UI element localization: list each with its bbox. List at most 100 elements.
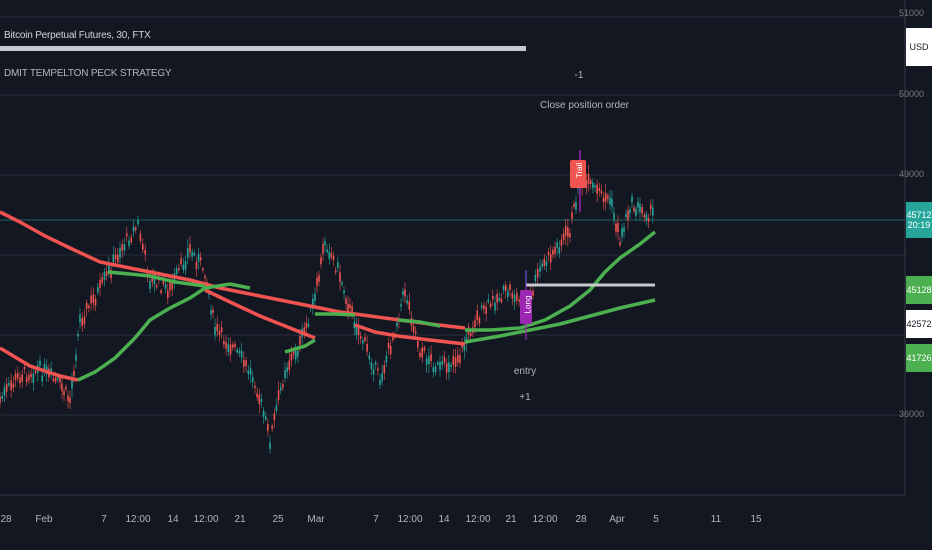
candle-body xyxy=(238,350,241,354)
candle-body xyxy=(623,227,625,232)
candle-body xyxy=(562,233,565,240)
candle-body xyxy=(554,246,556,254)
candle-body xyxy=(573,203,575,207)
level-value-tag: 42572 xyxy=(906,310,932,338)
candle-body xyxy=(627,210,629,221)
time-tick: 15 xyxy=(750,514,762,525)
candle-body xyxy=(88,305,90,309)
green-moving-average xyxy=(77,282,251,382)
candle-body xyxy=(647,217,650,222)
candle-body xyxy=(571,212,573,219)
candle-body xyxy=(541,263,543,267)
candle-body xyxy=(345,298,347,305)
green-moving-average-slow xyxy=(464,298,656,344)
candle-body xyxy=(195,261,198,269)
candle-body xyxy=(536,268,539,278)
candle-body xyxy=(513,294,516,302)
candle-body xyxy=(441,361,444,365)
candle-body xyxy=(267,423,269,431)
candle-body xyxy=(197,253,200,262)
candle-body xyxy=(353,322,356,329)
candle-body xyxy=(137,220,139,225)
candle-body xyxy=(218,330,221,335)
time-tick: 12:00 xyxy=(465,514,491,525)
candle-body xyxy=(284,370,286,379)
price-tick: 51000 xyxy=(898,8,924,18)
candle-body xyxy=(607,195,609,199)
candle-body xyxy=(635,209,637,217)
candle-body xyxy=(621,228,623,237)
time-tick: 12:00 xyxy=(532,514,558,525)
candle-body xyxy=(489,303,492,308)
candle-body xyxy=(602,197,605,203)
candle-body xyxy=(204,275,206,279)
candle-body xyxy=(25,377,28,383)
candle-body xyxy=(216,323,219,332)
candle-body xyxy=(28,374,30,381)
time-tick: 28 xyxy=(0,514,12,525)
last-price-value: 45712 xyxy=(906,210,932,220)
candle-body xyxy=(39,360,41,366)
last-price-countdown: 20:19 xyxy=(907,220,931,230)
candle-body xyxy=(322,243,324,254)
candle-body xyxy=(598,188,601,191)
trail-label: Trail xyxy=(575,162,585,179)
candle-body xyxy=(518,299,520,302)
candle-body xyxy=(569,233,571,238)
candle-body xyxy=(202,268,204,271)
candle-body xyxy=(71,379,73,389)
entry-label: entry xyxy=(513,366,537,377)
candle-body xyxy=(83,316,86,324)
candle-body xyxy=(339,272,341,282)
candle-body xyxy=(439,361,441,370)
candle-body xyxy=(75,354,77,361)
candle-body xyxy=(182,264,185,271)
time-tick: 21 xyxy=(234,514,246,525)
candle-body xyxy=(456,354,459,363)
candle-body xyxy=(119,248,121,258)
candle-body xyxy=(430,353,432,362)
candle-body xyxy=(273,413,276,421)
candle-body xyxy=(116,254,119,263)
candle-body xyxy=(227,344,230,353)
candle-body xyxy=(631,196,633,203)
candle-body xyxy=(609,197,611,205)
candle-body xyxy=(463,342,466,351)
candle-body xyxy=(474,320,476,328)
candle-body xyxy=(212,309,214,313)
candle-body xyxy=(461,344,463,348)
time-tick: 25 xyxy=(272,514,284,525)
green-moving-average-short xyxy=(107,270,206,288)
candle-body xyxy=(34,370,37,373)
candle-body xyxy=(260,399,263,403)
candle-body xyxy=(392,337,394,340)
candle-body xyxy=(258,394,261,405)
candle-body xyxy=(189,244,191,253)
candle-body xyxy=(249,367,252,375)
candle-body xyxy=(155,285,158,288)
candle-body xyxy=(504,284,507,291)
candle-body xyxy=(357,325,360,336)
candle-body xyxy=(476,310,479,320)
candle-body xyxy=(210,310,212,315)
candle-body xyxy=(144,250,146,255)
candle-body xyxy=(21,374,24,382)
candle-body xyxy=(134,227,137,230)
candle-body xyxy=(328,251,331,260)
candle-body xyxy=(560,239,563,246)
time-tick: 14 xyxy=(167,514,179,525)
candle-body xyxy=(151,274,154,282)
candle-body xyxy=(105,271,108,276)
candle-body xyxy=(600,190,603,194)
candle-body xyxy=(41,375,44,382)
trail-marker[interactable] xyxy=(570,160,586,188)
candle-body xyxy=(220,327,223,332)
candle-body xyxy=(85,302,88,309)
candle-body xyxy=(408,301,411,310)
candle-body xyxy=(184,261,187,270)
candle-body xyxy=(171,280,174,290)
long-label: Long xyxy=(523,295,533,314)
candle-body xyxy=(178,268,180,271)
